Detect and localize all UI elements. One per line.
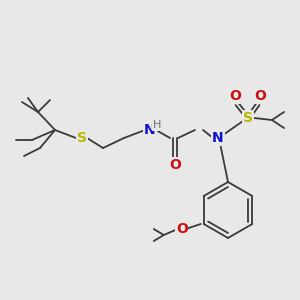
Text: N: N	[212, 131, 224, 145]
Text: O: O	[229, 89, 241, 103]
Text: N: N	[144, 123, 156, 137]
Text: O: O	[254, 89, 266, 103]
Text: S: S	[77, 131, 87, 145]
Text: O: O	[169, 158, 181, 172]
Text: S: S	[243, 111, 253, 125]
Text: O: O	[176, 222, 188, 236]
Text: H: H	[153, 120, 161, 130]
